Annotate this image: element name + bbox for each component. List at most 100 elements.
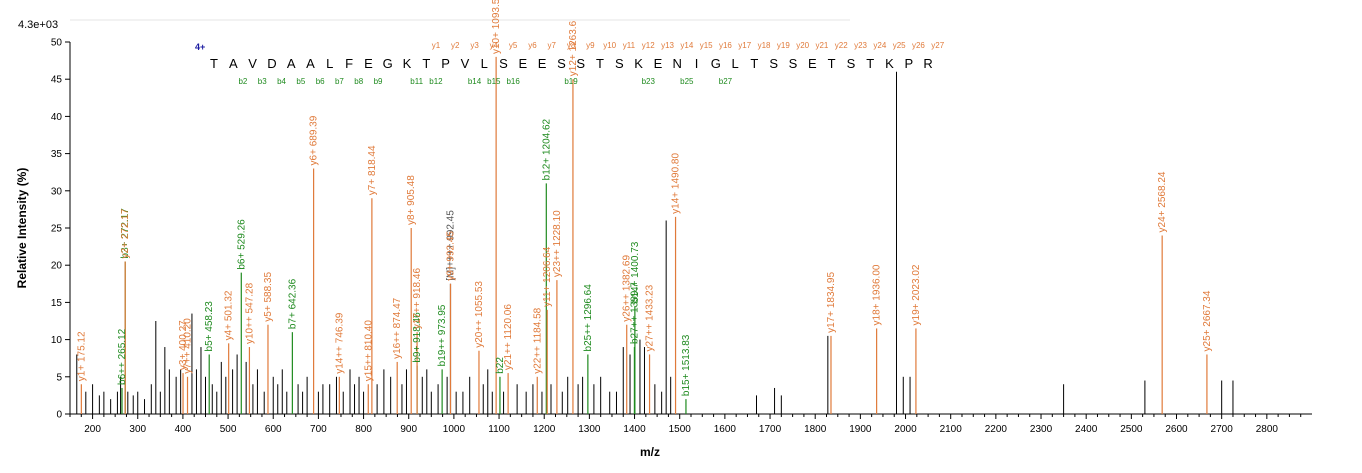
y-ion-marker: y1 <box>432 41 441 50</box>
y-ion-marker: y3 <box>470 41 479 50</box>
x-tick-label: 2000 <box>894 424 917 435</box>
x-tick-label: 1300 <box>578 424 601 435</box>
peak-label: b6++ 265.12 <box>117 328 128 385</box>
sequence-residue: S <box>557 56 566 71</box>
peak-label: y19+ 2023.02 <box>911 264 922 325</box>
sequence-residue: S <box>576 56 585 71</box>
peak-label: y14++ 746.39 <box>334 312 345 374</box>
b-ion-marker: b11 <box>410 77 423 86</box>
peak-label: y1+ 175.12 <box>76 331 87 381</box>
sequence-residue: K <box>885 56 894 71</box>
charge-state-label: 4+ <box>195 42 205 52</box>
b-ion-marker: b2 <box>238 77 247 86</box>
x-tick-label: 1000 <box>443 424 466 435</box>
peak-label: y23++ 1228.10 <box>552 210 563 277</box>
x-tick-label: 1800 <box>804 424 827 435</box>
peak-label: b12+ 1204.62 <box>541 118 552 180</box>
y-ion-marker: y12 <box>642 41 655 50</box>
sequence-residue: S <box>769 56 778 71</box>
sequence-residue: G <box>383 56 393 71</box>
sequence-residue: I <box>695 56 699 71</box>
x-tick-label: 1600 <box>714 424 737 435</box>
peak-label: y22++ 1184.58 <box>532 307 543 373</box>
peak-label: y18+ 1936.00 <box>872 264 883 325</box>
peak-label: y20++ 1055.53 <box>474 281 485 348</box>
y-ion-marker: y7 <box>548 41 557 50</box>
sequence-residue: E <box>538 56 547 71</box>
peak-label: y17+ 1834.95 <box>826 272 837 333</box>
peak-label: [M]++++ 992.45 <box>445 210 456 281</box>
x-tick-label: 1400 <box>623 424 646 435</box>
x-tick-label: 300 <box>129 424 146 435</box>
y-tick-label: 35 <box>51 149 63 160</box>
b-ion-marker: b25 <box>680 77 694 86</box>
sequence-residue: R <box>923 56 932 71</box>
sequence-residue: T <box>750 56 758 71</box>
peak-label: y26++ 1382.69 <box>622 255 633 322</box>
peak-label: y7++ 410.20 <box>183 318 194 374</box>
sequence-residue: S <box>499 56 508 71</box>
sequence-annotation: 4+T A V D A A L F E G K T P V L S E E S S T S K E N I G L T S S E T S T K P R… <box>195 41 945 86</box>
x-tick-label: 400 <box>175 424 192 435</box>
peak-label: b6+ 529.26 <box>236 219 247 270</box>
peak-label: y24+ 2568.24 <box>1157 171 1168 232</box>
sequence-residue: T <box>828 56 836 71</box>
y-ion-marker: y8 <box>567 41 576 50</box>
peak-label: y6+ 689.39 <box>309 115 320 165</box>
b-ion-marker: b23 <box>642 77 656 86</box>
peak-label: b25++ 1296.64 <box>583 284 594 352</box>
b-ion-marker: b6 <box>316 77 325 86</box>
sequence-residue: E <box>518 56 527 71</box>
y-ion-marker: y26 <box>912 41 925 50</box>
sequence-residue: N <box>673 56 682 71</box>
sequence-residue: A <box>306 56 315 71</box>
y-ion-marker: y21 <box>815 41 828 50</box>
peak-label: b15+ 1513.83 <box>681 334 692 396</box>
sequence-residue: T <box>866 56 874 71</box>
peak-label: y7+ 818.44 <box>367 145 378 195</box>
peak-label: y4+ 501.32 <box>224 290 235 340</box>
b-ion-marker: b7 <box>335 77 344 86</box>
y-ion-marker: y19 <box>777 41 790 50</box>
b-ion-marker: b15 <box>487 77 501 86</box>
x-tick-label: 2500 <box>1120 424 1143 435</box>
x-tick-label: 1900 <box>849 424 872 435</box>
y-ion-marker: y11 <box>623 41 636 50</box>
y-tick-label: 45 <box>51 75 63 86</box>
b-ion-marker: b5 <box>296 77 305 86</box>
sequence-residue: K <box>634 56 643 71</box>
x-tick-label: 200 <box>84 424 101 435</box>
peak-label: y9+ 992.45 <box>445 231 456 281</box>
y-tick-label: 10 <box>51 335 63 346</box>
y-tick-label: 0 <box>56 410 62 421</box>
y-ion-marker: y5 <box>509 41 518 50</box>
x-tick-label: 800 <box>355 424 372 435</box>
peak-label: y15++ 810.40 <box>363 320 374 382</box>
y-tick-label: 25 <box>51 224 63 235</box>
y-ion-marker: y25 <box>893 41 906 50</box>
y-ion-marker: y20 <box>796 41 809 50</box>
y-axis-label: Relative Intensity (%) <box>15 168 29 289</box>
y-ion-marker: y14 <box>680 41 693 50</box>
peaks-layer <box>76 56 1234 414</box>
sequence-residue: S <box>615 56 624 71</box>
x-tick-label: 1500 <box>669 424 692 435</box>
sequence-residue: L <box>731 56 738 71</box>
x-axis-label: m/z <box>640 445 660 459</box>
y-ion-marker: y9 <box>586 41 595 50</box>
peak-label: y2+ 272.17 <box>120 208 131 258</box>
sequence-residue: D <box>267 56 276 71</box>
y-ion-marker: y24 <box>873 41 886 50</box>
sequence-residue: L <box>481 56 488 71</box>
sequence-residue: P <box>441 56 450 71</box>
peak-label: y27++ 1433.23 <box>645 284 656 351</box>
sequence-residue: G <box>711 56 721 71</box>
x-tick-label: 2100 <box>940 424 963 435</box>
y-tick-label: 50 <box>51 38 63 49</box>
sequence-residue: E <box>364 56 373 71</box>
sequence-residue: S <box>789 56 798 71</box>
sequence-residue: T <box>596 56 604 71</box>
y-tick-label: 5 <box>56 372 62 383</box>
sequence-residue: F <box>345 56 353 71</box>
